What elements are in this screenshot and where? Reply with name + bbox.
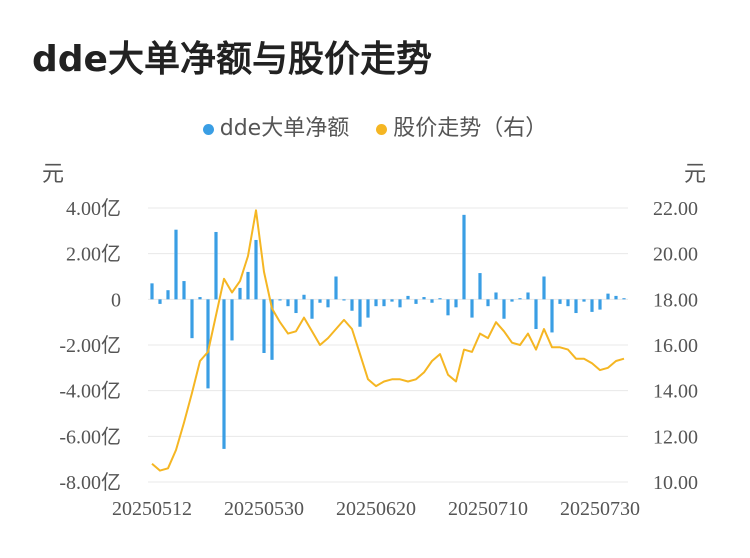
bar — [350, 299, 354, 311]
bar — [486, 299, 490, 307]
legend-dot-icon — [202, 123, 214, 135]
bar — [382, 299, 386, 307]
bar — [582, 299, 586, 302]
right-axis-unit: 元 — [684, 162, 707, 187]
bar — [398, 299, 402, 308]
right-tick-label: 20.00 — [653, 244, 698, 266]
bar — [182, 281, 186, 300]
bar — [286, 299, 290, 307]
right-tick-label: 18.00 — [653, 289, 698, 311]
x-tick-label: 20250620 — [336, 498, 416, 520]
bar — [622, 298, 626, 300]
bar — [510, 299, 514, 302]
bar — [214, 231, 218, 300]
bar — [518, 298, 522, 300]
bar — [158, 299, 162, 304]
bar — [318, 299, 322, 303]
bar — [438, 298, 442, 300]
bar — [406, 295, 410, 300]
bar — [278, 299, 282, 301]
bar — [502, 299, 506, 319]
bar — [566, 299, 570, 307]
bar — [534, 299, 538, 330]
x-tick-label: 20250530 — [224, 498, 304, 520]
price-line — [151, 209, 625, 472]
left-tick-label: -2.00亿 — [59, 334, 121, 357]
legend: dde大单净额 股价走势（右） — [0, 110, 750, 142]
bar — [238, 287, 242, 300]
bar — [542, 276, 546, 300]
right-tick-label: 14.00 — [653, 381, 698, 403]
bar — [366, 299, 370, 318]
bar — [470, 299, 474, 318]
legend-item-dde[interactable]: dde大单净额 — [202, 110, 350, 142]
left-axis-unit: 元 — [42, 162, 65, 187]
bar — [334, 276, 338, 300]
left-tick-label: 2.00亿 — [66, 243, 121, 266]
bar — [526, 292, 530, 300]
left-tick-label: 0 — [111, 289, 121, 311]
bar — [222, 299, 226, 449]
bar — [558, 299, 562, 304]
bar — [374, 299, 378, 307]
bar — [574, 299, 578, 314]
bar — [326, 299, 330, 308]
bar — [166, 290, 170, 300]
bar — [598, 299, 602, 310]
bar — [358, 299, 362, 327]
right-tick-label: 10.00 — [653, 472, 698, 494]
bar — [294, 299, 298, 314]
bar — [414, 299, 418, 304]
bar — [206, 299, 210, 389]
left-tick-label: -4.00亿 — [59, 380, 121, 403]
x-tick-label: 20250710 — [448, 498, 528, 520]
bar — [590, 299, 594, 312]
bar — [174, 229, 178, 300]
bar — [262, 299, 266, 353]
bar — [190, 299, 194, 339]
right-tick-label: 12.00 — [653, 426, 698, 448]
bar — [606, 293, 610, 300]
bar — [422, 297, 426, 300]
chart-title: dde大单净额与股价走势 — [32, 39, 432, 80]
bar — [462, 214, 466, 300]
bar — [270, 299, 274, 360]
bar — [150, 283, 154, 300]
bar — [342, 299, 346, 301]
left-tick-label: -6.00亿 — [59, 425, 121, 448]
bar — [390, 299, 394, 302]
left-tick-label: 4.00亿 — [66, 197, 121, 220]
legend-label-dde: dde大单净额 — [219, 116, 350, 141]
bar — [478, 273, 482, 300]
right-tick-label: 16.00 — [653, 335, 698, 357]
bar — [550, 299, 554, 333]
bar — [446, 299, 450, 316]
bar — [310, 299, 314, 319]
legend-dot-icon — [376, 123, 388, 135]
bar — [430, 299, 434, 303]
bar — [494, 292, 498, 300]
bar — [246, 271, 250, 300]
x-tick-label: 20250512 — [112, 498, 192, 520]
bar — [198, 297, 202, 300]
legend-item-price[interactable]: 股价走势（右） — [376, 110, 547, 142]
x-tick-label: 20250730 — [560, 498, 640, 520]
legend-label-price: 股价走势（右） — [393, 116, 548, 141]
bar — [302, 294, 306, 300]
bar — [614, 295, 618, 300]
left-tick-label: -8.00亿 — [59, 471, 121, 494]
bar — [230, 299, 234, 341]
bar — [454, 299, 458, 308]
bar — [254, 239, 258, 300]
right-tick-label: 22.00 — [653, 198, 698, 220]
